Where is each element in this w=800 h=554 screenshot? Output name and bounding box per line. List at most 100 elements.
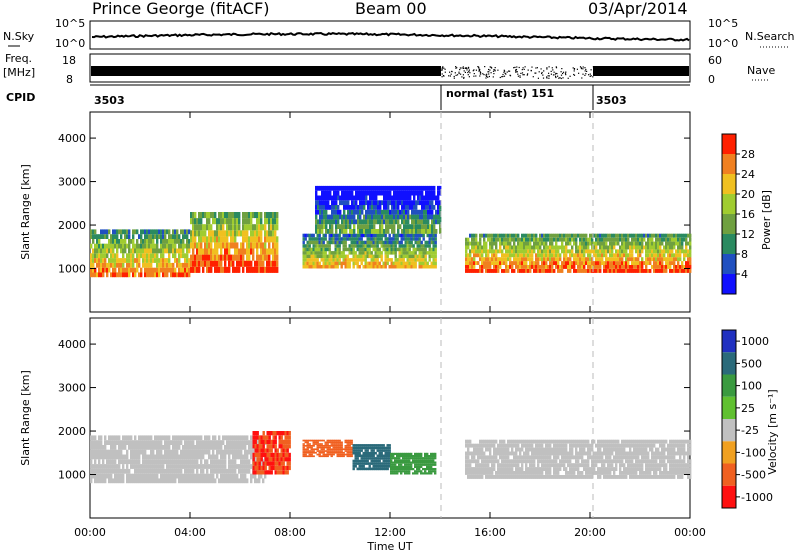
heatmap-cell <box>420 470 423 473</box>
heatmap-cell <box>310 258 313 262</box>
heatmap-cell <box>358 454 361 458</box>
heatmap-cell <box>378 444 381 447</box>
heatmap-cell <box>274 236 277 243</box>
heatmap-cell <box>355 219 358 225</box>
heatmap-cell <box>419 229 422 234</box>
heatmap-cell <box>130 253 133 259</box>
heatmap-cell <box>513 451 516 456</box>
freq-dot <box>502 73 504 76</box>
heatmap-cell <box>661 249 664 254</box>
heatmap-cell <box>497 447 500 452</box>
heatmap-cell <box>651 245 654 250</box>
heatmap-cell <box>146 445 149 450</box>
heatmap-cell <box>286 448 289 453</box>
heatmap-cell <box>158 445 161 450</box>
heatmap-cell <box>174 440 177 445</box>
heatmap-cell <box>302 240 305 245</box>
heatmap-cell <box>232 224 235 231</box>
heatmap-cell <box>332 233 335 238</box>
heatmap-cell <box>228 254 231 261</box>
heatmap-cell <box>321 195 324 201</box>
heatmap-cell <box>473 265 476 269</box>
heatmap-cell <box>282 452 285 458</box>
heatmap-cell <box>661 265 664 269</box>
heatmap-cell <box>503 269 506 273</box>
heatmap-cell <box>380 446 383 450</box>
heatmap-cell <box>124 234 127 239</box>
heatmap-cell <box>176 468 179 474</box>
heatmap-cell <box>375 209 378 215</box>
heatmap-cell <box>401 219 404 225</box>
heatmap-cell <box>541 261 544 265</box>
heatmap-cell <box>358 254 361 259</box>
heatmap-cell <box>100 267 103 273</box>
heatmap-cell <box>176 459 179 465</box>
heatmap-cell <box>585 245 588 250</box>
heatmap-cell <box>110 464 113 469</box>
heatmap-cell <box>160 435 163 441</box>
heatmap-cell <box>116 478 119 484</box>
heatmap-cell <box>380 465 383 468</box>
heatmap-cell <box>206 478 209 484</box>
heatmap-cell <box>354 449 357 452</box>
heatmap-cell <box>369 229 372 234</box>
heatmap-cell <box>418 461 421 464</box>
heatmap-cell <box>643 261 646 265</box>
freq-dot <box>473 75 475 77</box>
heatmap-cell <box>238 468 241 474</box>
heatmap-cell <box>360 449 363 452</box>
heatmap-cell <box>392 247 395 252</box>
heatmap-cell <box>232 218 235 225</box>
heatmap-cell <box>687 249 690 254</box>
heatmap-cell <box>270 439 273 444</box>
heatmap-cell <box>112 459 115 465</box>
heatmap-cell <box>565 241 568 246</box>
heatmap-cell <box>507 257 510 262</box>
heatmap-cell <box>248 254 251 261</box>
heatmap-cell <box>136 262 139 268</box>
heatmap-cell <box>617 257 620 262</box>
heatmap-cell <box>238 478 241 484</box>
heatmap-cell <box>425 209 428 215</box>
heatmap-cell <box>364 462 367 465</box>
heatmap-cell <box>150 267 153 273</box>
heatmap-cell <box>375 214 378 220</box>
heatmap-cell <box>110 253 113 259</box>
heatmap-cell <box>164 445 167 450</box>
heatmap-cell <box>304 445 307 447</box>
heatmap-cell <box>346 237 349 241</box>
heatmap-cell <box>605 261 608 265</box>
heatmap-cell <box>362 465 365 468</box>
heatmap-cell <box>537 237 540 242</box>
heatmap-cell <box>420 251 423 255</box>
heatmap-cell <box>551 265 554 269</box>
heatmap-cell <box>357 224 360 229</box>
heatmap-cell <box>232 435 235 441</box>
heatmap-cell <box>372 462 375 465</box>
heatmap-cell <box>102 454 105 460</box>
heatmap-cell <box>124 435 127 441</box>
heatmap-cell <box>629 257 632 262</box>
heatmap-cell <box>250 473 253 479</box>
heatmap-cell <box>120 258 123 263</box>
heatmap-cell <box>435 219 438 225</box>
heatmap-cell <box>92 468 95 474</box>
heatmap-cell <box>166 258 169 263</box>
heatmap-cell <box>252 457 255 462</box>
heatmap-cell <box>416 468 419 471</box>
heatmap-cell <box>190 236 193 243</box>
heatmap-cell <box>196 478 199 484</box>
heatmap-cell <box>318 254 321 259</box>
heatmap-cell <box>410 240 413 245</box>
heatmap-cell <box>340 237 343 241</box>
heatmap-cell <box>226 478 229 484</box>
heatmap-cell <box>172 234 175 239</box>
heatmap-cell <box>358 237 361 241</box>
heatmap-cell <box>192 224 195 231</box>
heatmap-cell <box>118 435 121 441</box>
heatmap-cell <box>424 452 427 455</box>
heatmap-cell <box>312 237 315 241</box>
heatmap-cell <box>334 445 337 447</box>
heatmap-cell <box>150 464 153 469</box>
heatmap-cell <box>276 254 279 261</box>
